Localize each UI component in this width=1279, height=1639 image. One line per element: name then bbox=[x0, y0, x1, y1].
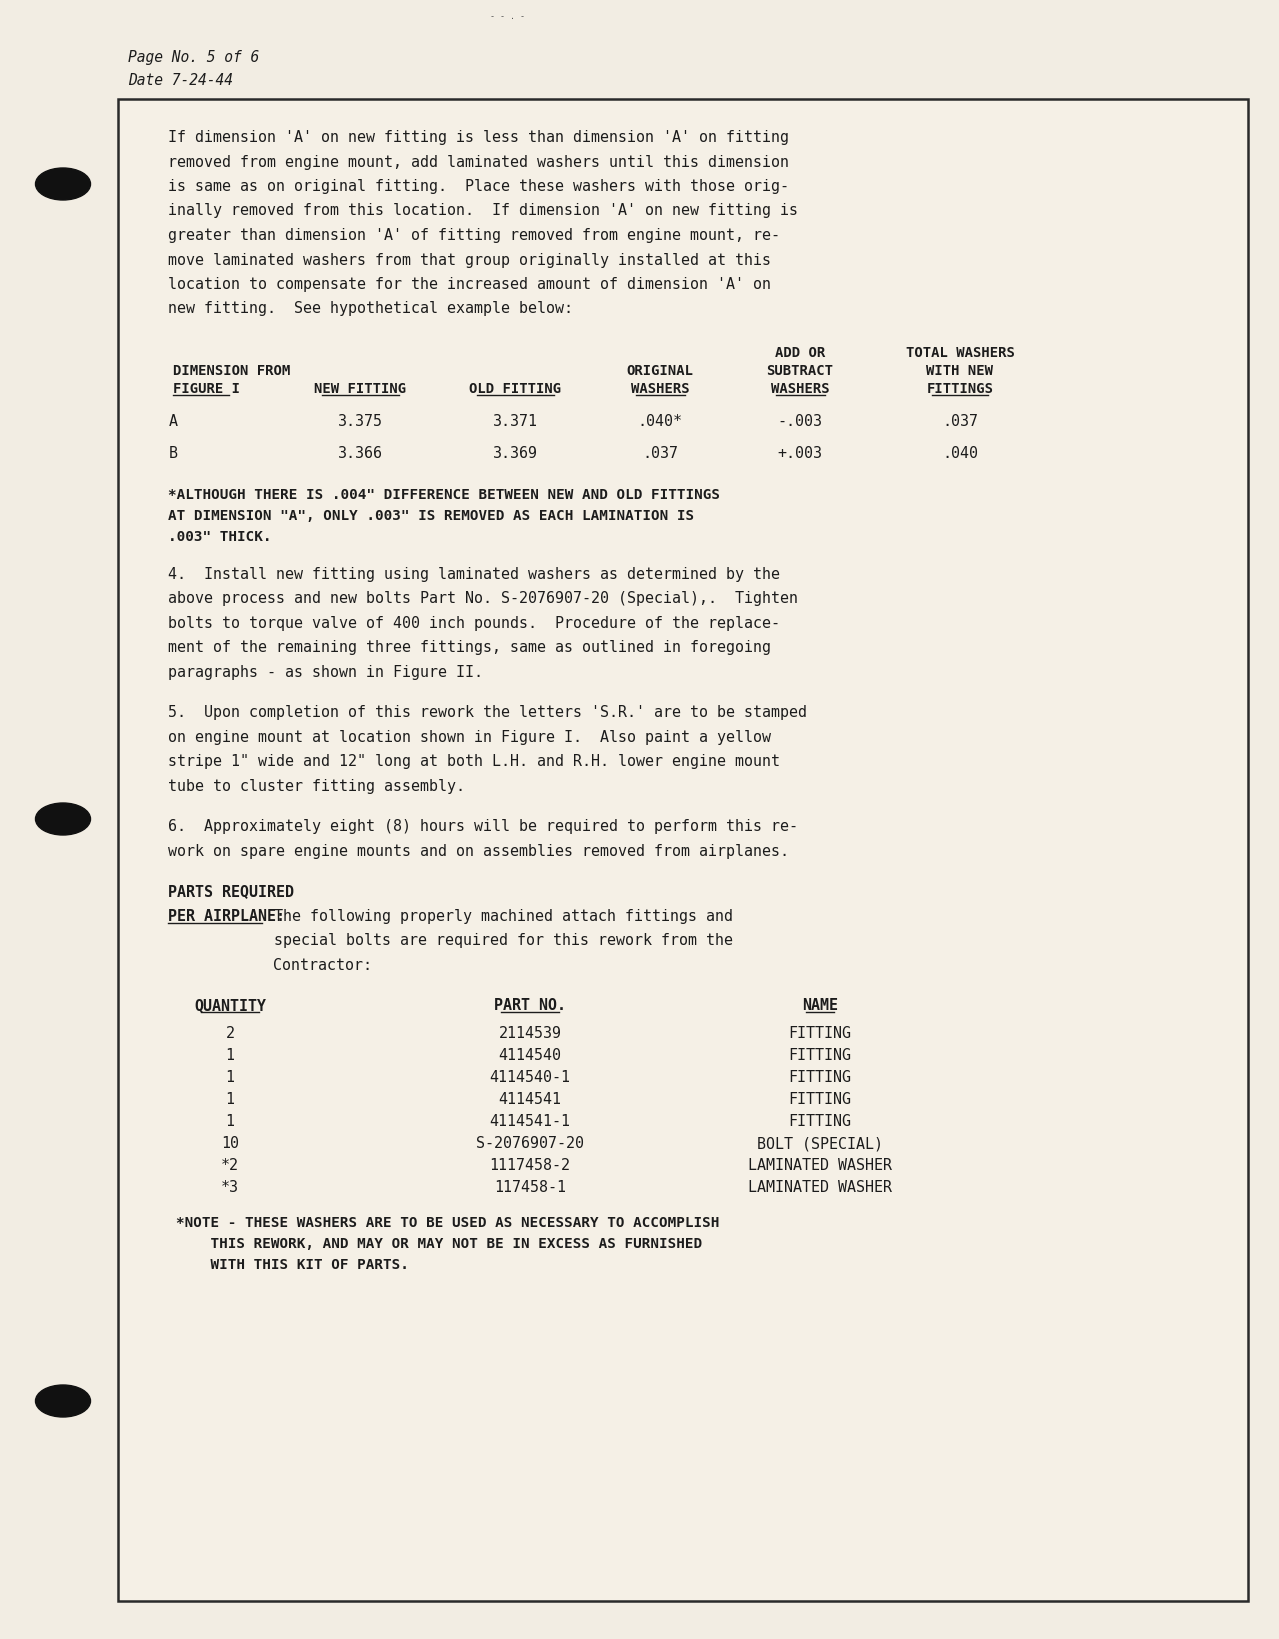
Text: Date 7-24-44: Date 7-24-44 bbox=[128, 74, 233, 89]
Text: 2: 2 bbox=[225, 1026, 234, 1041]
Text: 1: 1 bbox=[225, 1047, 234, 1062]
Text: ADD OR: ADD OR bbox=[775, 346, 825, 361]
Text: - - . -: - - . - bbox=[490, 11, 524, 21]
Text: -.003: -.003 bbox=[778, 413, 822, 429]
Text: WITH THIS KIT OF PARTS.: WITH THIS KIT OF PARTS. bbox=[177, 1257, 409, 1272]
Text: 117458-1: 117458-1 bbox=[494, 1180, 567, 1195]
Text: .040*: .040* bbox=[637, 413, 683, 429]
Text: new fitting.  See hypothetical example below:: new fitting. See hypothetical example be… bbox=[168, 302, 573, 316]
Text: 6.  Approximately eight (8) hours will be required to perform this re-: 6. Approximately eight (8) hours will be… bbox=[168, 820, 798, 834]
Ellipse shape bbox=[36, 1385, 91, 1418]
Text: 1117458-2: 1117458-2 bbox=[490, 1157, 570, 1174]
Text: *3: *3 bbox=[221, 1180, 239, 1195]
Text: LAMINATED WASHER: LAMINATED WASHER bbox=[748, 1157, 891, 1174]
Text: 4114540: 4114540 bbox=[499, 1047, 561, 1062]
Text: 1: 1 bbox=[225, 1115, 234, 1129]
Text: above process and new bolts Part No. S-2076907-20 (Special),.  Tighten: above process and new bolts Part No. S-2… bbox=[168, 592, 798, 606]
Text: WITH NEW: WITH NEW bbox=[926, 364, 994, 377]
Ellipse shape bbox=[36, 169, 91, 202]
Text: .037: .037 bbox=[642, 446, 678, 461]
Text: FITTINGS: FITTINGS bbox=[926, 382, 994, 395]
Text: THIS REWORK, AND MAY OR MAY NOT BE IN EXCESS AS FURNISHED: THIS REWORK, AND MAY OR MAY NOT BE IN EX… bbox=[177, 1237, 702, 1251]
Text: 4114541: 4114541 bbox=[499, 1092, 561, 1106]
Text: .003" THICK.: .003" THICK. bbox=[168, 529, 271, 544]
Text: 3.366: 3.366 bbox=[338, 446, 382, 461]
Text: 4114540-1: 4114540-1 bbox=[490, 1070, 570, 1085]
Text: bolts to torque valve of 400 inch pounds.  Procedure of the replace-: bolts to torque valve of 400 inch pounds… bbox=[168, 616, 780, 631]
Text: 4.  Install new fitting using laminated washers as determined by the: 4. Install new fitting using laminated w… bbox=[168, 567, 780, 582]
Text: .040: .040 bbox=[943, 446, 978, 461]
Text: WASHERS: WASHERS bbox=[631, 382, 689, 395]
Text: FITTING: FITTING bbox=[788, 1115, 852, 1129]
Text: ORIGINAL: ORIGINAL bbox=[627, 364, 693, 377]
Text: LAMINATED WASHER: LAMINATED WASHER bbox=[748, 1180, 891, 1195]
Text: A: A bbox=[169, 413, 178, 429]
Text: 1: 1 bbox=[225, 1070, 234, 1085]
Text: PARTS REQUIRED: PARTS REQUIRED bbox=[168, 883, 294, 898]
Text: special bolts are required for this rework from the: special bolts are required for this rewo… bbox=[274, 933, 733, 947]
Text: work on spare engine mounts and on assemblies removed from airplanes.: work on spare engine mounts and on assem… bbox=[168, 844, 789, 859]
Text: FITTING: FITTING bbox=[788, 1092, 852, 1106]
Text: NEW FITTING: NEW FITTING bbox=[313, 382, 405, 395]
Text: inally removed from this location.  If dimension 'A' on new fitting is: inally removed from this location. If di… bbox=[168, 203, 798, 218]
Text: paragraphs - as shown in Figure II.: paragraphs - as shown in Figure II. bbox=[168, 664, 483, 680]
Text: If dimension 'A' on new fitting is less than dimension 'A' on fitting: If dimension 'A' on new fitting is less … bbox=[168, 129, 789, 144]
Text: 1: 1 bbox=[225, 1092, 234, 1106]
Text: 3.369: 3.369 bbox=[492, 446, 537, 461]
Text: FITTING: FITTING bbox=[788, 1026, 852, 1041]
Text: PER AIRPLANE:: PER AIRPLANE: bbox=[168, 908, 285, 923]
Ellipse shape bbox=[36, 803, 91, 836]
Text: 4114541-1: 4114541-1 bbox=[490, 1115, 570, 1129]
Text: PART NO.: PART NO. bbox=[494, 998, 567, 1013]
Text: is same as on original fitting.  Place these washers with those orig-: is same as on original fitting. Place th… bbox=[168, 179, 789, 193]
Text: removed from engine mount, add laminated washers until this dimension: removed from engine mount, add laminated… bbox=[168, 154, 789, 169]
Text: 3.375: 3.375 bbox=[338, 413, 382, 429]
Text: SUBTRACT: SUBTRACT bbox=[766, 364, 834, 377]
Text: location to compensate for the increased amount of dimension 'A' on: location to compensate for the increased… bbox=[168, 277, 771, 292]
Text: TOTAL WASHERS: TOTAL WASHERS bbox=[906, 346, 1014, 361]
Text: *NOTE - THESE WASHERS ARE TO BE USED AS NECESSARY TO ACCOMPLISH: *NOTE - THESE WASHERS ARE TO BE USED AS … bbox=[177, 1216, 719, 1229]
Text: on engine mount at location shown in Figure I.  Also paint a yellow: on engine mount at location shown in Fig… bbox=[168, 729, 771, 744]
Text: Contractor:: Contractor: bbox=[274, 957, 372, 972]
Text: tube to cluster fitting assembly.: tube to cluster fitting assembly. bbox=[168, 779, 466, 793]
Text: *2: *2 bbox=[221, 1157, 239, 1174]
Text: +.003: +.003 bbox=[778, 446, 822, 461]
Text: DIMENSION FROM: DIMENSION FROM bbox=[173, 364, 290, 377]
Text: 5.  Upon completion of this rework the letters 'S.R.' are to be stamped: 5. Upon completion of this rework the le… bbox=[168, 705, 807, 720]
Text: 3.371: 3.371 bbox=[492, 413, 537, 429]
Text: 10: 10 bbox=[221, 1136, 239, 1151]
Text: move laminated washers from that group originally installed at this: move laminated washers from that group o… bbox=[168, 252, 771, 267]
Text: B: B bbox=[169, 446, 178, 461]
Text: NAME: NAME bbox=[802, 998, 838, 1013]
Text: QUANTITY: QUANTITY bbox=[194, 998, 266, 1013]
Text: FITTING: FITTING bbox=[788, 1070, 852, 1085]
Text: Page No. 5 of 6: Page No. 5 of 6 bbox=[128, 49, 260, 66]
Text: S-2076907-20: S-2076907-20 bbox=[476, 1136, 585, 1151]
Text: stripe 1" wide and 12" long at both L.H. and R.H. lower engine mount: stripe 1" wide and 12" long at both L.H.… bbox=[168, 754, 780, 769]
Text: FIGURE I: FIGURE I bbox=[173, 382, 240, 395]
Text: The following properly machined attach fittings and: The following properly machined attach f… bbox=[274, 908, 733, 923]
Text: AT DIMENSION "A", ONLY .003" IS REMOVED AS EACH LAMINATION IS: AT DIMENSION "A", ONLY .003" IS REMOVED … bbox=[168, 508, 694, 523]
Text: WASHERS: WASHERS bbox=[771, 382, 829, 395]
Text: ment of the remaining three fittings, same as outlined in foregoing: ment of the remaining three fittings, sa… bbox=[168, 641, 771, 656]
Text: OLD FITTING: OLD FITTING bbox=[469, 382, 561, 395]
Text: greater than dimension 'A' of fitting removed from engine mount, re-: greater than dimension 'A' of fitting re… bbox=[168, 228, 780, 243]
Text: .037: .037 bbox=[943, 413, 978, 429]
Text: *ALTHOUGH THERE IS .004" DIFFERENCE BETWEEN NEW AND OLD FITTINGS: *ALTHOUGH THERE IS .004" DIFFERENCE BETW… bbox=[168, 488, 720, 502]
Text: BOLT (SPECIAL): BOLT (SPECIAL) bbox=[757, 1136, 883, 1151]
Bar bbox=[118, 100, 1248, 1601]
Text: 2114539: 2114539 bbox=[499, 1026, 561, 1041]
Text: FITTING: FITTING bbox=[788, 1047, 852, 1062]
